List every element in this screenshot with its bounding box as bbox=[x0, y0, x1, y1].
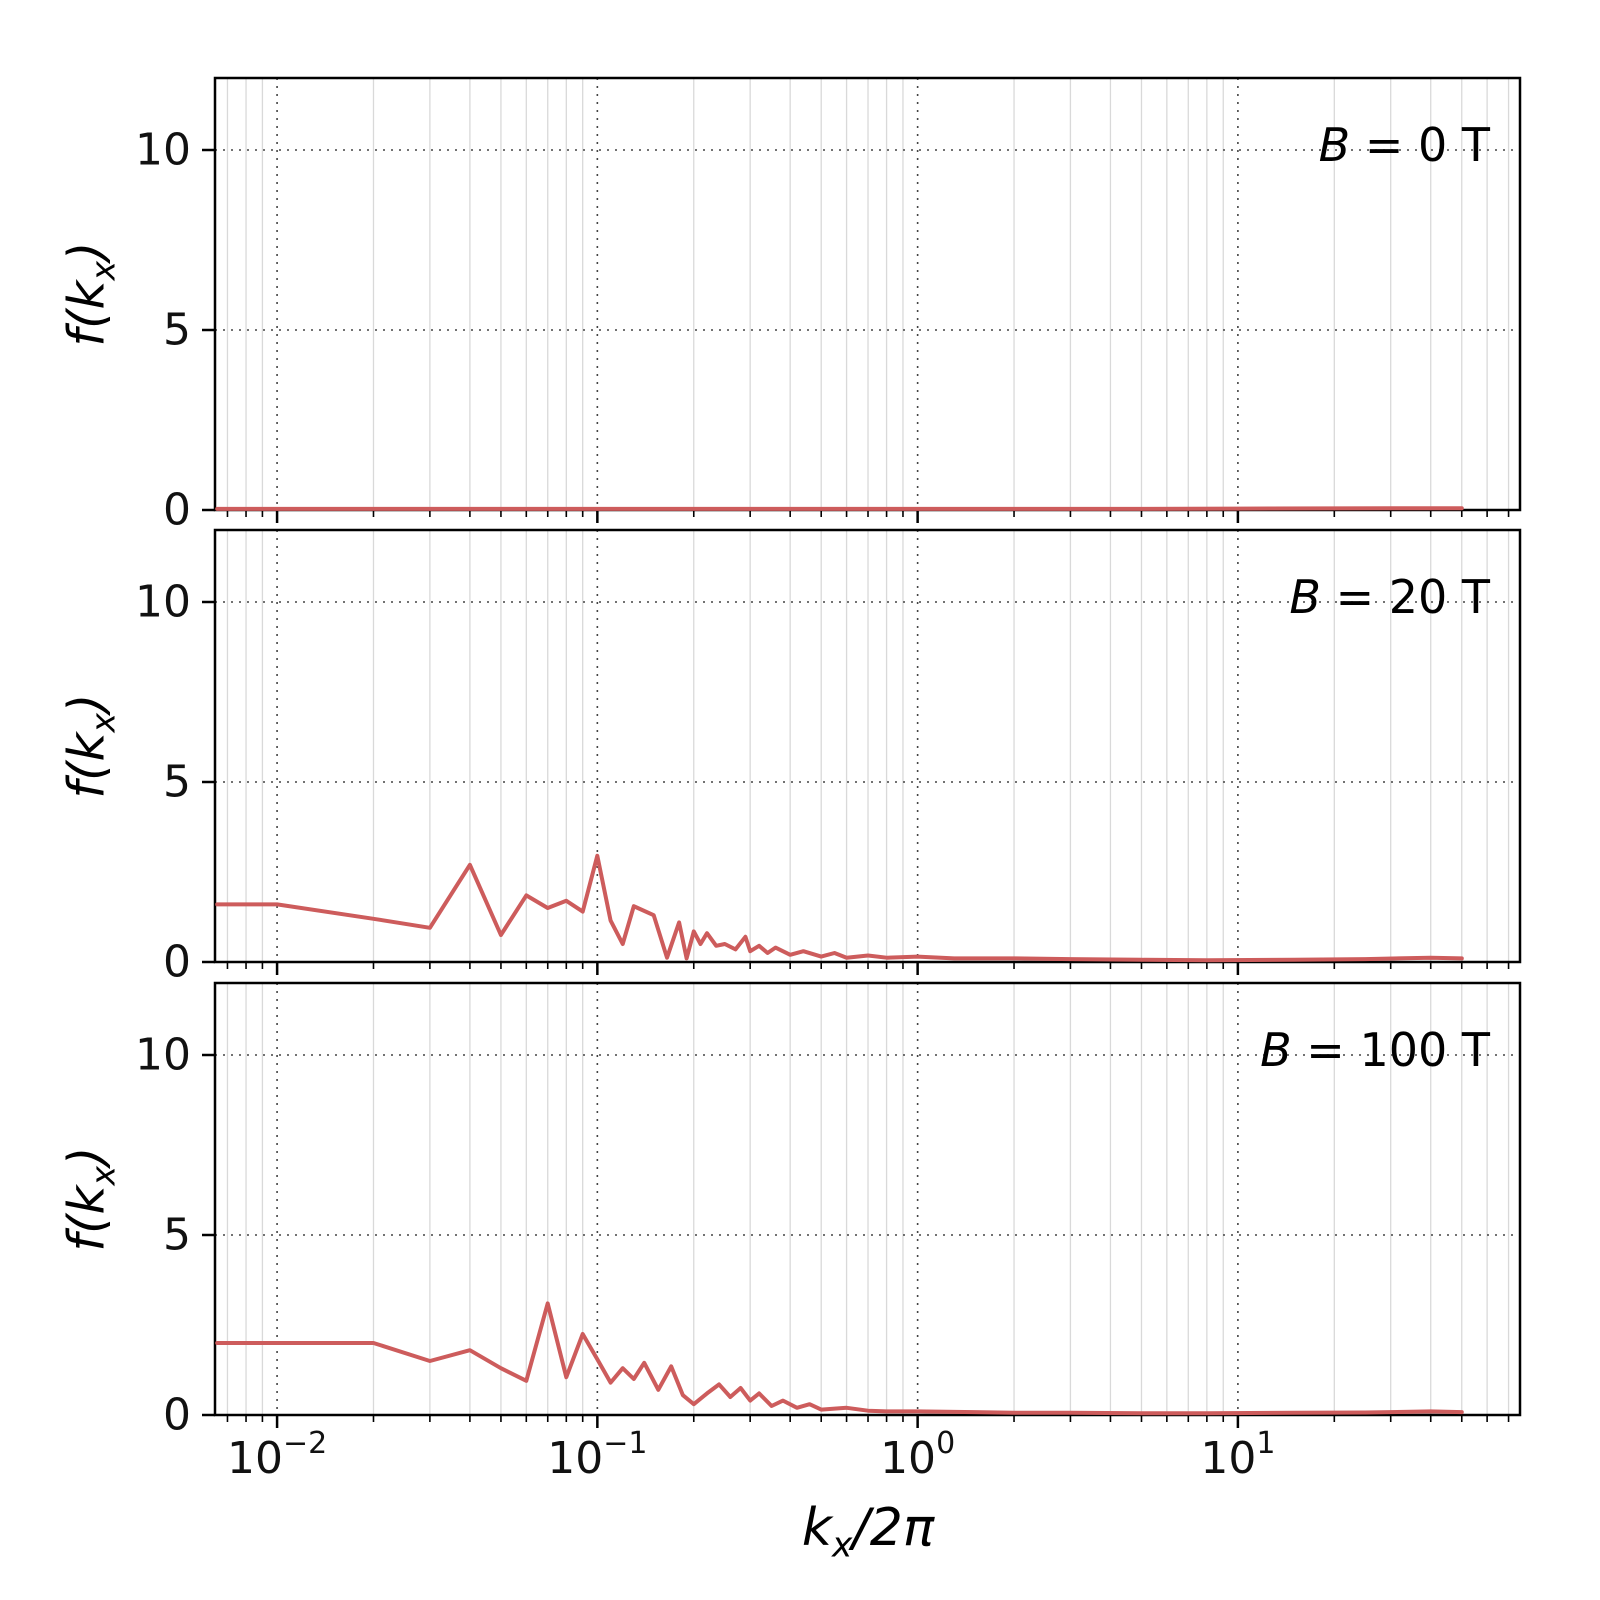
y-tick-label: 5 bbox=[163, 305, 191, 356]
y-tick-label: 5 bbox=[163, 1210, 191, 1261]
panel-0: 0 5 10 bbox=[135, 76, 1522, 536]
data-line-2 bbox=[215, 1301, 1464, 1416]
x-tick-label: 100 bbox=[880, 1426, 955, 1484]
x-tick-label: 101 bbox=[1200, 1426, 1275, 1484]
data-line-1 bbox=[215, 853, 1464, 963]
panel-1: 0 5 10 bbox=[135, 528, 1522, 988]
annotation-value: = 0 T bbox=[1350, 118, 1490, 172]
x-axis-label: kx/2π bbox=[801, 1498, 935, 1566]
y-tick-label: 10 bbox=[135, 577, 191, 628]
annotation-symbol: B bbox=[1289, 570, 1321, 624]
annotation-value: = 20 T bbox=[1320, 570, 1490, 624]
annotation-symbol: B bbox=[1260, 1023, 1292, 1077]
panel-2: 0 5 10 bbox=[135, 981, 1522, 1441]
y-axis-label-panel2: f(kx) bbox=[57, 693, 123, 799]
annotation-symbol: B bbox=[1318, 118, 1351, 172]
y-tick-label: 10 bbox=[135, 1030, 191, 1081]
y-tick-label: 10 bbox=[135, 125, 191, 176]
y-tick-label: 0 bbox=[163, 485, 191, 536]
y-axis-label-panel3: f(kx) bbox=[57, 1146, 123, 1252]
panel-annotation-b20: B = 20 T bbox=[1289, 570, 1490, 624]
x-tick-label: 10−1 bbox=[547, 1426, 647, 1484]
y-axis-label-panel1: f(kx) bbox=[57, 241, 123, 347]
panel-annotation-b0: B = 0 T bbox=[1319, 118, 1490, 172]
x-tick-label: 10−2 bbox=[227, 1426, 327, 1484]
data-line-0 bbox=[215, 506, 1464, 511]
y-tick-label: 5 bbox=[163, 757, 191, 808]
annotation-value: = 100 T bbox=[1291, 1023, 1490, 1077]
panel-annotation-b100: B = 100 T bbox=[1260, 1023, 1490, 1077]
y-tick-label: 0 bbox=[163, 937, 191, 988]
y-tick-label: 0 bbox=[163, 1390, 191, 1441]
